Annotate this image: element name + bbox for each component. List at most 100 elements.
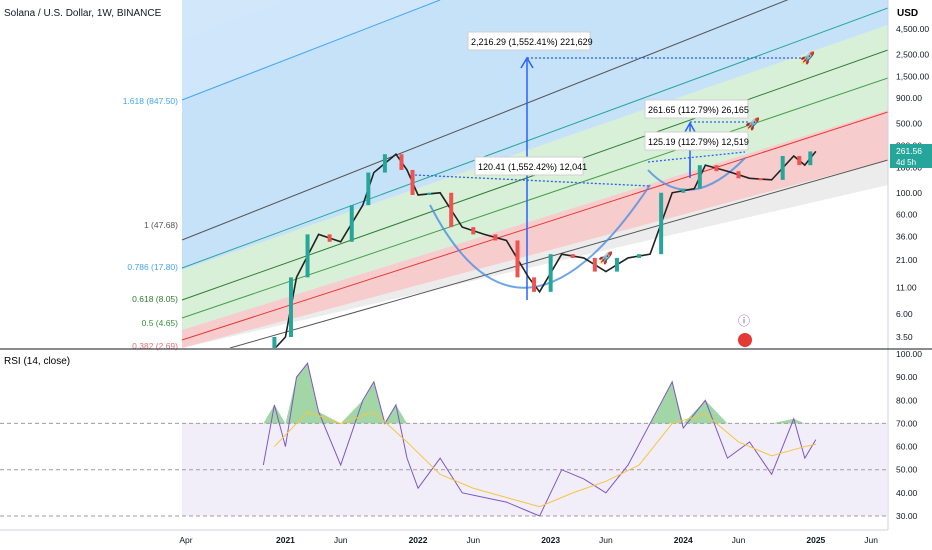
time-tick-label: 2024 [674,535,693,545]
currency-label: USD [897,8,918,19]
rsi-tick-label: 80.00 [896,395,918,405]
price-candle [399,154,404,170]
cup-arc [429,184,651,289]
price-badge-countdown: 4d 5h [896,158,916,167]
price-tick-label: 36.00 [896,232,918,242]
rsi-tick-label: 100.00 [896,349,922,359]
rocket-icon: 🚀 [598,251,613,265]
price-tick-label: 6.00 [896,309,913,319]
flag-icon [738,333,752,347]
small-neckline-dotted [647,151,746,163]
time-tick-label: Apr [179,535,192,545]
rsi-tick-label: 90.00 [896,372,918,382]
price-candle [427,192,432,195]
price-tick-label: 60.00 [896,210,918,220]
price-tick-label: 900.00 [896,93,922,103]
time-tick-label: Jun [334,535,348,545]
price-candle [272,337,277,348]
price-candle [382,154,387,173]
fib-1618-line [181,0,441,101]
rsi-tick-label: 70.00 [896,418,918,428]
rsi-ma-line [274,411,816,508]
price-candle [327,234,332,242]
rsi-title: RSI (14, close) [4,356,70,367]
price-tick-label: 500.00 [896,119,922,129]
time-tick-label: Jun [599,535,613,545]
fib-0786-line [181,7,888,269]
annotation-mid: 261.65 (112.79%) 26,165 [644,99,749,119]
time-tick-label: 2021 [276,535,295,545]
price-candle [449,192,454,228]
big-arrow-head [520,56,534,69]
lightning-icon: ⓘ [738,314,750,328]
price-candle [288,277,293,337]
price-candle [532,277,537,292]
time-tick-label: 2023 [541,535,560,545]
time-tick-label: Jun [864,535,878,545]
fib-level-label: 0.382 (2.69) [132,341,178,351]
price-candle [797,156,802,166]
rsi-tick-label: 30.00 [896,511,918,521]
price-candle [570,254,575,258]
time-tick-label: Jun [466,535,480,545]
price-candle [758,178,763,181]
price-tick-label: 100.00 [896,188,922,198]
annotation-cup-text: 120.41 (1,552.42%) 12,041 [478,162,587,172]
annotation-mid-text: 261.65 (112.79%) 26,165 [648,105,749,115]
annotation-big-text: 2,216.29 (1,552.41%) 221,629 [471,37,593,47]
fib-05-line [181,77,888,319]
price-tick-label: 21.00 [896,255,918,265]
fib-level-label: 1.618 (847.50) [123,96,178,106]
price-tick-label: 3.50 [896,332,913,342]
price-candle [471,227,476,235]
neckline-dotted [414,174,651,187]
price-candle [592,257,597,272]
time-tick-label: 2022 [409,535,428,545]
price-tick-label: 11.00 [896,283,917,293]
rsi-tick-label: 40.00 [896,488,918,498]
price-candle [548,254,553,292]
rocket-icon: 🚀 [800,51,815,65]
channel-upper-line [181,0,789,241]
fib-level-label: 0.786 (17.80) [127,262,178,272]
price-tick-label: 2,500.00 [896,49,929,59]
price-candle [637,254,642,258]
time-tick-label: 2025 [806,535,825,545]
price-candle [366,172,371,206]
channel-lower-line [229,159,888,348]
price-candle [410,169,415,195]
price-candle [681,188,686,193]
annotation-cup: 120.41 (1,552.42%) 12,041 [474,156,587,176]
symbol-title: Solana / U.S. Dollar, 1W, BINANCE [4,8,162,19]
price-tick-label: 4,500.00 [896,24,929,34]
price-candle [736,171,741,179]
price-tick-label: 1,500.00 [896,71,929,81]
mid-arrow-head [684,121,696,133]
price-candle [493,234,498,241]
annotation-big: 2,216.29 (1,552.41%) 221,629 [467,31,593,51]
rsi-tick-label: 60.00 [896,442,918,452]
fib-0382-line [181,111,888,341]
price-candle [659,192,664,255]
fib-level-label: 0.618 (8.05) [132,294,178,304]
price-candle [515,240,520,278]
price-candle [808,151,813,166]
price-candle [780,156,785,180]
rocket-icon: 🚀 [745,117,760,131]
price-candle [614,257,619,272]
rsi-line [262,362,817,517]
fib-level-label: 0.5 (4.65) [142,318,179,328]
rsi-tick-label: 50.00 [896,465,918,475]
price-candle [697,165,702,189]
fib-level-label: 1 (47.68) [144,220,178,230]
price-candle [305,234,310,278]
price-candle [714,165,719,172]
rsi-overbought-fill [263,363,816,424]
price-badge-value: 261.56 [896,146,922,156]
price-badge: 261.56 4d 5h [890,144,932,168]
price-candle [349,205,354,242]
annotation-small-text: 125.19 (112.79%) 12,519 [648,137,749,147]
annotation-small: 125.19 (112.79%) 12,519 [644,131,749,151]
time-tick-label: Jun [732,535,746,545]
